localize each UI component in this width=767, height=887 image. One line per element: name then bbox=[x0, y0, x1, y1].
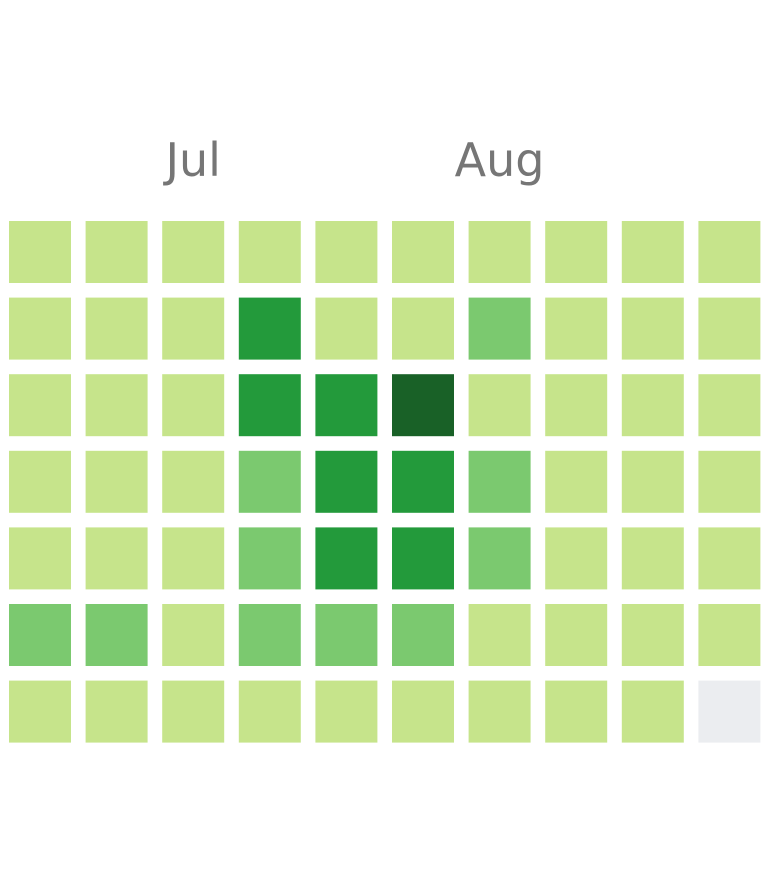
heatmap-cell[interactable] bbox=[315, 221, 378, 283]
heatmap-cell[interactable] bbox=[315, 680, 378, 743]
heatmap-cell[interactable] bbox=[315, 450, 378, 513]
heatmap-cell[interactable] bbox=[545, 297, 608, 360]
heatmap-cell[interactable] bbox=[468, 527, 531, 590]
heatmap-cell[interactable] bbox=[238, 374, 301, 437]
heatmap-cell[interactable] bbox=[392, 221, 454, 283]
heatmap-cell[interactable] bbox=[392, 527, 454, 590]
heatmap-cell[interactable] bbox=[392, 680, 454, 743]
heatmap-cell[interactable] bbox=[9, 604, 71, 666]
heatmap-cell[interactable] bbox=[315, 374, 378, 437]
heatmap-cell[interactable] bbox=[85, 604, 148, 666]
heatmap-cell[interactable] bbox=[545, 221, 608, 283]
heatmap-cell[interactable] bbox=[315, 297, 378, 360]
heatmap-cell[interactable] bbox=[162, 450, 225, 513]
heatmap-cell[interactable] bbox=[85, 297, 148, 360]
heatmap-cell[interactable] bbox=[85, 527, 148, 590]
heatmap-cell[interactable] bbox=[698, 450, 761, 513]
heatmap-cell[interactable] bbox=[162, 297, 225, 360]
heatmap-cell[interactable] bbox=[9, 680, 71, 743]
month-label: Aug bbox=[455, 133, 545, 187]
heatmap-cell[interactable] bbox=[9, 450, 71, 513]
heatmap-cell[interactable] bbox=[9, 221, 71, 283]
heatmap-cell[interactable] bbox=[238, 604, 301, 666]
heatmap-cell[interactable] bbox=[468, 221, 531, 283]
heatmap-cell[interactable] bbox=[545, 450, 608, 513]
heatmap-cell[interactable] bbox=[315, 527, 378, 590]
heatmap-cell[interactable] bbox=[621, 680, 684, 743]
heatmap-cell[interactable] bbox=[392, 297, 454, 360]
heatmap-cell[interactable] bbox=[468, 374, 531, 437]
heatmap-cell[interactable] bbox=[621, 297, 684, 360]
heatmap-cell[interactable] bbox=[545, 604, 608, 666]
heatmap-cell[interactable] bbox=[621, 374, 684, 437]
heatmap-cell[interactable] bbox=[698, 374, 761, 437]
heatmap-cell[interactable] bbox=[162, 527, 225, 590]
heatmap-cell[interactable] bbox=[238, 450, 301, 513]
heatmap-cell[interactable] bbox=[468, 604, 531, 666]
heatmap-cell[interactable] bbox=[698, 221, 761, 283]
heatmap-cell[interactable] bbox=[621, 221, 684, 283]
heatmap-cell[interactable] bbox=[162, 221, 225, 283]
heatmap-cell[interactable] bbox=[238, 680, 301, 743]
heatmap-cell[interactable] bbox=[545, 527, 608, 590]
heatmap-cell[interactable] bbox=[545, 374, 608, 437]
heatmap-cell[interactable] bbox=[162, 604, 225, 666]
heatmap-cell[interactable] bbox=[698, 297, 761, 360]
heatmap-cell[interactable] bbox=[468, 680, 531, 743]
heatmap-cell[interactable] bbox=[238, 297, 301, 360]
heatmap-cell[interactable] bbox=[238, 221, 301, 283]
heatmap-cell[interactable] bbox=[162, 374, 225, 437]
month-label: Jul bbox=[162, 133, 221, 187]
heatmap-cell[interactable] bbox=[315, 604, 378, 666]
heatmap-cell[interactable] bbox=[392, 450, 454, 513]
heatmap-cell[interactable] bbox=[85, 221, 148, 283]
heatmap-cell[interactable] bbox=[698, 527, 761, 590]
heatmap-cell[interactable] bbox=[698, 604, 761, 666]
heatmap-cell[interactable] bbox=[85, 374, 148, 437]
heatmap-cell[interactable] bbox=[392, 374, 454, 437]
heatmap-cell[interactable] bbox=[85, 450, 148, 513]
heatmap-cell[interactable] bbox=[85, 680, 148, 743]
heatmap-cell[interactable] bbox=[468, 450, 531, 513]
heatmap-cell[interactable] bbox=[545, 680, 608, 743]
heatmap-cell[interactable] bbox=[162, 680, 225, 743]
heatmap-cell[interactable] bbox=[621, 450, 684, 513]
heatmap-cell[interactable] bbox=[621, 604, 684, 666]
heatmap-cell[interactable] bbox=[392, 604, 454, 666]
heatmap-cell[interactable] bbox=[9, 527, 71, 590]
heatmap-cells bbox=[9, 221, 761, 743]
heatmap-cell[interactable] bbox=[468, 297, 531, 360]
heatmap-cell[interactable] bbox=[698, 680, 761, 743]
month-labels: Jul Aug bbox=[162, 133, 544, 187]
heatmap-cell[interactable] bbox=[238, 527, 301, 590]
heatmap-cell[interactable] bbox=[621, 527, 684, 590]
heatmap-cell[interactable] bbox=[9, 374, 71, 437]
heatmap-cell[interactable] bbox=[9, 297, 71, 360]
